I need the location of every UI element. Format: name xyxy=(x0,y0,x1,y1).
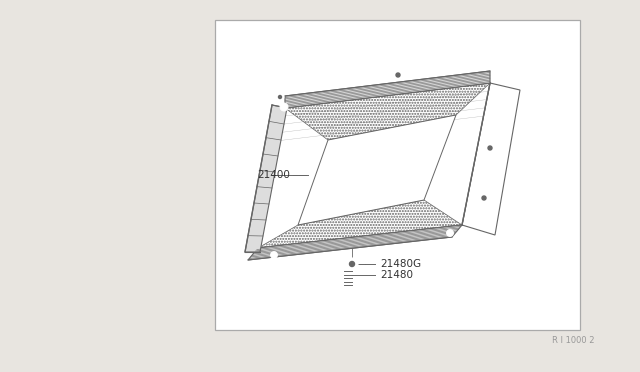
Text: 21480: 21480 xyxy=(380,270,413,280)
Circle shape xyxy=(396,73,400,77)
Text: 21400: 21400 xyxy=(257,170,290,180)
Circle shape xyxy=(488,146,492,150)
Circle shape xyxy=(484,142,495,154)
Text: 21480G: 21480G xyxy=(380,259,421,269)
Bar xyxy=(215,20,580,330)
Circle shape xyxy=(393,70,403,80)
Polygon shape xyxy=(462,83,520,235)
Polygon shape xyxy=(248,225,462,260)
Polygon shape xyxy=(258,83,490,248)
Circle shape xyxy=(349,262,355,266)
Circle shape xyxy=(447,230,454,237)
Polygon shape xyxy=(285,83,490,140)
Circle shape xyxy=(280,103,288,111)
Circle shape xyxy=(482,196,486,200)
Polygon shape xyxy=(298,115,456,225)
Polygon shape xyxy=(285,71,490,108)
Circle shape xyxy=(276,93,284,101)
Circle shape xyxy=(271,251,278,259)
Text: R I 1000 2: R I 1000 2 xyxy=(552,336,595,345)
Polygon shape xyxy=(245,105,287,252)
Circle shape xyxy=(346,258,358,270)
Circle shape xyxy=(479,192,490,203)
Circle shape xyxy=(278,96,282,99)
Circle shape xyxy=(345,260,353,269)
Polygon shape xyxy=(258,200,462,248)
